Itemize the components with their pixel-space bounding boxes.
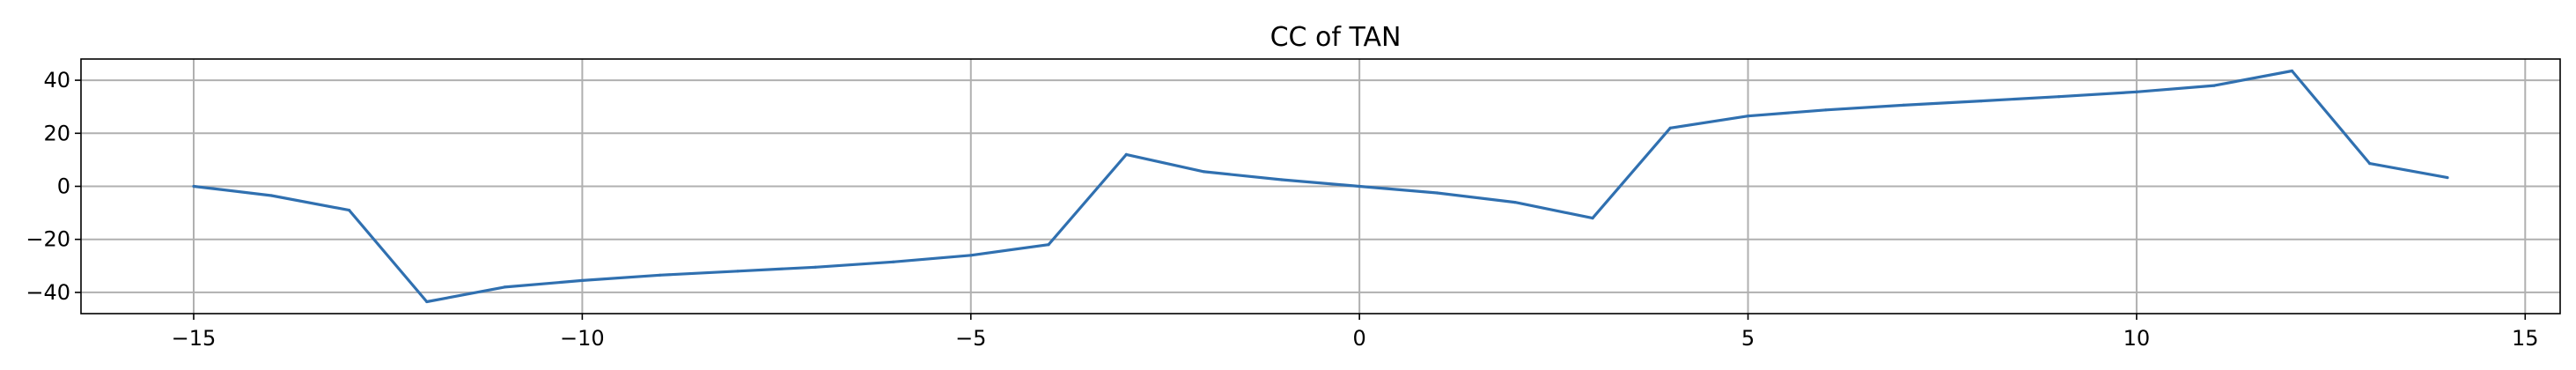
data-point: [1979, 100, 1983, 103]
data-point: [2057, 95, 2061, 99]
data-point: [2212, 84, 2216, 87]
data-point: [1668, 126, 1672, 130]
data-point: [2446, 176, 2449, 180]
data-point: [1280, 178, 1284, 181]
x-tick-label: −5: [955, 326, 986, 351]
x-tick-label: −15: [172, 326, 217, 351]
data-point: [1358, 184, 1361, 189]
grid: [81, 59, 2560, 314]
data-point: [2368, 162, 2372, 166]
data-point: [659, 273, 662, 277]
data-point: [1513, 201, 1517, 204]
data-point: [1824, 108, 1828, 112]
data-point: [580, 278, 585, 282]
data-point: [269, 194, 273, 197]
x-tick-label: 15: [2512, 326, 2539, 351]
data-point: [1047, 243, 1050, 247]
x-axis: −15 −10 −5 0 5 10 15: [172, 314, 2539, 351]
data-point: [503, 285, 506, 289]
data-point: [1124, 152, 1128, 156]
y-tick-label: 40: [43, 68, 70, 92]
y-axis: −40 −20 0 20 40: [26, 68, 81, 305]
data-point: [1902, 103, 1905, 107]
data-point: [1591, 217, 1594, 220]
data-point: [2290, 69, 2293, 73]
series-line: [193, 69, 2448, 304]
data-point: [891, 260, 895, 263]
data-point: [969, 254, 973, 257]
data-point: [1203, 170, 1206, 174]
y-tick-label: −20: [26, 227, 70, 252]
x-tick-label: 5: [1741, 326, 1755, 351]
y-tick-label: 20: [43, 121, 70, 145]
data-point: [425, 300, 429, 304]
data-point: [2135, 90, 2138, 93]
x-tick-label: 0: [1352, 326, 1365, 351]
y-tick-label: −40: [26, 280, 70, 305]
y-tick-label: 0: [57, 174, 70, 199]
data-point: [813, 265, 817, 269]
x-tick-label: −10: [560, 326, 605, 351]
data-point: [1435, 191, 1439, 195]
data-point: [1746, 115, 1750, 118]
data-point: [192, 184, 195, 189]
x-tick-label: 10: [2123, 326, 2151, 351]
data-point: [736, 270, 740, 273]
data-point: [348, 209, 351, 212]
chart-title: CC of TAN: [1270, 22, 1402, 53]
series-layer: [192, 69, 2449, 304]
